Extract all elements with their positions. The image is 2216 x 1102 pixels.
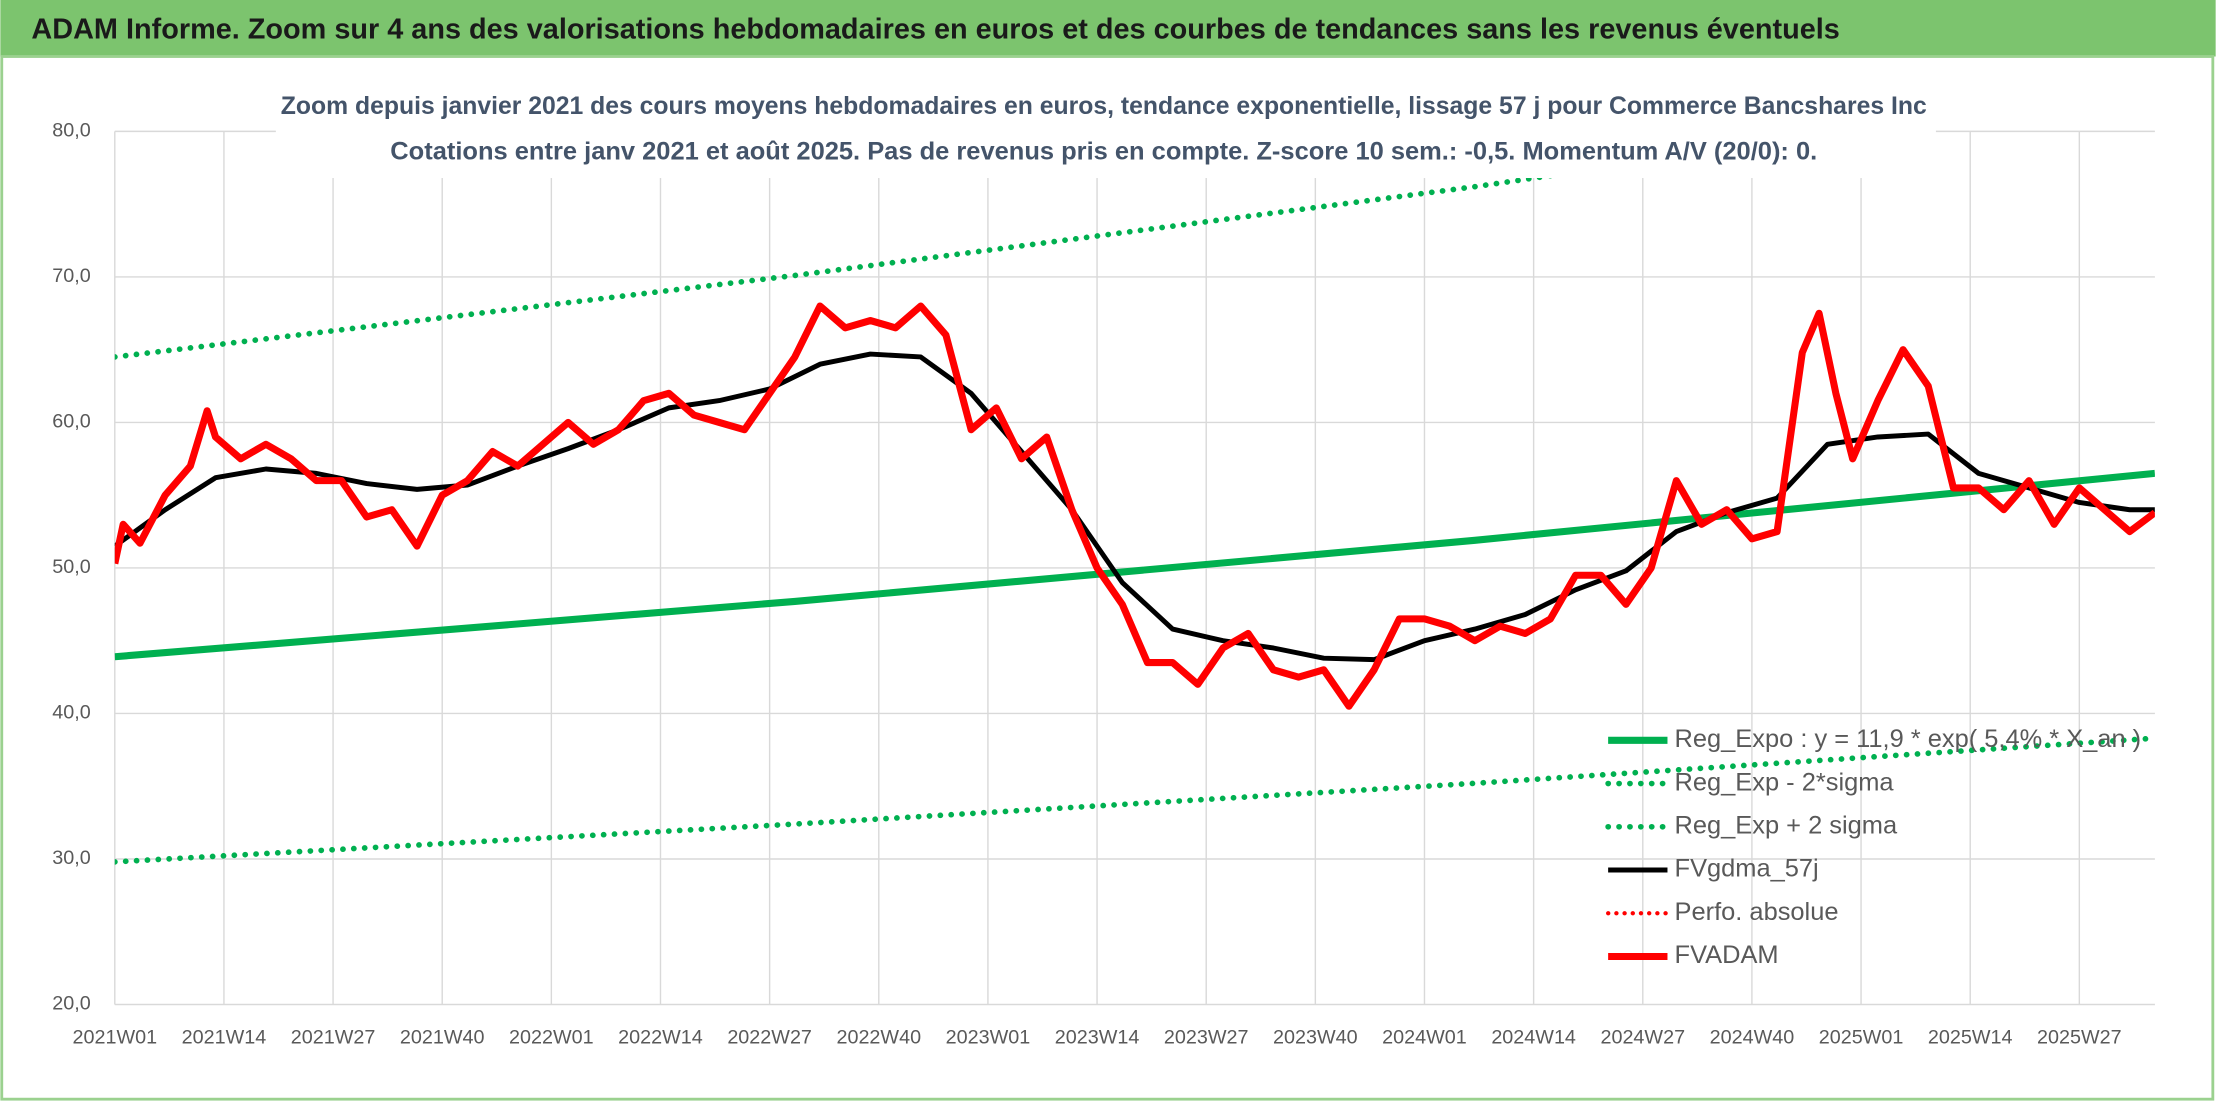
legend-label: FVgdma_57j [1675,855,1819,883]
x-tick-label: 2021W14 [182,1027,267,1049]
x-tick-label: 2022W40 [836,1027,921,1049]
y-tick-label: 80,0 [52,120,90,142]
x-tick-label: 2023W14 [1055,1027,1140,1049]
x-tick-label: 2025W14 [1928,1027,2013,1049]
x-tick-label: 2023W27 [1164,1027,1249,1049]
subtitle: Zoom depuis janvier 2021 des cours moyen… [281,92,1927,120]
legend-label: Reg_Expo : y = 11,9 * exp( 5,4% * X_an ) [1675,725,2142,753]
subtitle-box [275,84,1936,179]
frame [0,55,2215,1101]
chart-title: ADAM Informe. Zoom sur 4 ans des valoris… [31,13,1839,45]
x-tick-label: 2021W01 [72,1027,157,1049]
line-series [114,469,2155,661]
legend: Reg_Expo : y = 11,9 * exp( 5,4% * X_an )… [1605,725,2142,969]
x-tick-label: 2024W27 [1600,1027,1685,1049]
x-tick-label: 2025W01 [1819,1027,1904,1049]
legend-label: Perfo. absolue [1675,898,1839,926]
legend-label: FVADAM [1675,941,1779,969]
y-tick-label: 60,0 [52,411,90,433]
x-tick-label: 2023W01 [946,1027,1031,1049]
x-tick-label: 2024W01 [1382,1027,1467,1049]
plot-area [114,124,2155,865]
y-tick-label: 20,0 [52,993,90,1015]
y-tick-label: 40,0 [52,702,90,724]
y-tick-label: 50,0 [52,556,90,578]
line-series [114,302,2155,710]
x-tick-label: 2023W40 [1273,1027,1358,1049]
x-tick-label: 2025W27 [2037,1027,2122,1049]
x-tick-label: 2024W40 [1710,1027,1795,1049]
subtitle: Cotations entre janv 2021 et août 2025. … [390,137,1817,165]
x-tick-label: 2022W14 [618,1027,703,1049]
legend-label: Reg_Exp + 2 sigma [1675,812,1898,840]
y-tick-label: 70,0 [52,265,90,287]
title-bar [0,0,2216,57]
legend-label: Reg_Exp - 2*sigma [1675,768,1895,796]
y-tick-label: 30,0 [52,847,90,869]
x-tick-label: 2022W27 [727,1027,812,1049]
x-tick-label: 2022W01 [509,1027,594,1049]
line-series [114,735,2155,865]
x-tick-label: 2024W14 [1491,1027,1576,1049]
x-tick-label: 2021W27 [291,1027,376,1049]
grid: 20,0 30,0 40,0 50,0 60,0 70,0 80,0 2021W01 2021W… [52,120,2155,1049]
x-tick-label: 2021W40 [400,1027,485,1049]
